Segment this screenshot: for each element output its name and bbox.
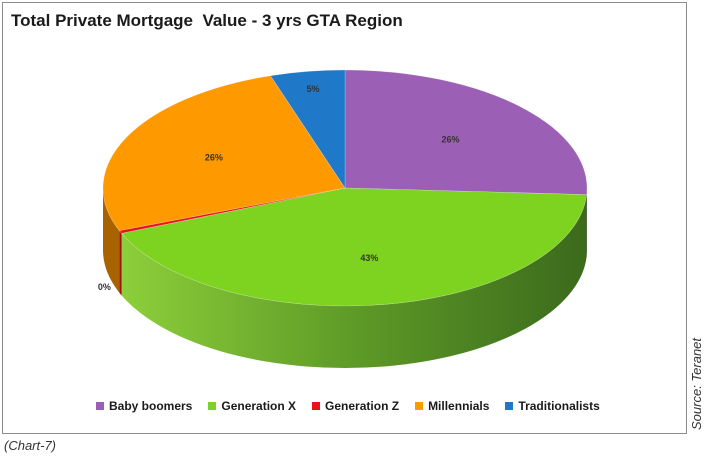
pie-slice-millennials [102, 75, 346, 231]
pie-slice-generation-x [121, 187, 587, 307]
legend-swatch [312, 402, 321, 410]
legend-label: Millennials [428, 399, 490, 413]
legend-item-traditionalists: Traditionalists [505, 399, 600, 413]
pie-side-generation-x [121, 194, 587, 369]
data-label-generation-x: 43% [360, 253, 378, 263]
pie-side-generation-z [119, 230, 122, 296]
pie-slice-generation-z [118, 187, 346, 234]
legend-label: Generation X [221, 399, 297, 413]
chart-caption: (Chart-7) [4, 438, 57, 453]
chart-legend: Baby boomers Generation X Generation Z M… [96, 397, 616, 415]
legend-label: Traditionalists [518, 399, 600, 413]
legend-item-baby-boomers: Baby boomers [96, 399, 192, 413]
data-label-baby-boomers: 26% [442, 134, 460, 144]
chart-title: Total Private Mortgage Value - 3 yrs GTA… [11, 11, 403, 30]
legend-swatch [415, 402, 424, 410]
pie-slice-baby-boomers [344, 69, 588, 195]
legend-swatch [505, 402, 514, 410]
legend-swatch [96, 402, 104, 410]
legend-label: Generation Z [325, 399, 400, 413]
source-note: Source: Teranet [689, 337, 704, 430]
legend-item-generation-z: Generation Z [312, 399, 399, 413]
legend-item-generation-x: Generation X [208, 399, 296, 413]
legend-label: Baby boomers [109, 399, 193, 413]
legend-swatch [208, 402, 217, 410]
pie-slice-traditionalists [269, 69, 346, 189]
legend-item-millennials: Millennials [415, 399, 489, 413]
data-label-traditionalists: 5% [306, 84, 319, 94]
pie-side-millennials [103, 188, 120, 293]
data-label-millennials: 26% [205, 153, 223, 163]
data-label-generation-z: 0% [98, 282, 111, 292]
